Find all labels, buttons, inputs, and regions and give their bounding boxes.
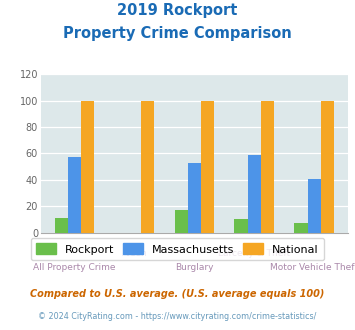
Legend: Rockport, Massachusetts, National: Rockport, Massachusetts, National: [31, 238, 324, 260]
Bar: [188, 163, 201, 233]
Bar: [321, 101, 334, 233]
Text: Burglary: Burglary: [175, 263, 214, 272]
Bar: [294, 223, 307, 233]
Text: Arson: Arson: [121, 249, 147, 258]
Bar: [141, 101, 154, 233]
Bar: [201, 101, 214, 233]
Bar: [175, 210, 188, 233]
Text: © 2024 CityRating.com - https://www.cityrating.com/crime-statistics/: © 2024 CityRating.com - https://www.city…: [38, 312, 317, 321]
Text: Compared to U.S. average. (U.S. average equals 100): Compared to U.S. average. (U.S. average …: [30, 289, 325, 299]
Text: All Property Crime: All Property Crime: [33, 263, 116, 272]
Bar: [81, 101, 94, 233]
Text: Property Crime Comparison: Property Crime Comparison: [63, 26, 292, 41]
Bar: [307, 179, 321, 233]
Bar: [248, 155, 261, 233]
Text: 2019 Rockport: 2019 Rockport: [117, 3, 238, 18]
Bar: [68, 157, 81, 233]
Bar: [55, 218, 68, 233]
Bar: [235, 219, 248, 233]
Text: Motor Vehicle Theft: Motor Vehicle Theft: [270, 263, 355, 272]
Bar: [261, 101, 274, 233]
Text: Larceny & Theft: Larceny & Theft: [218, 249, 290, 258]
